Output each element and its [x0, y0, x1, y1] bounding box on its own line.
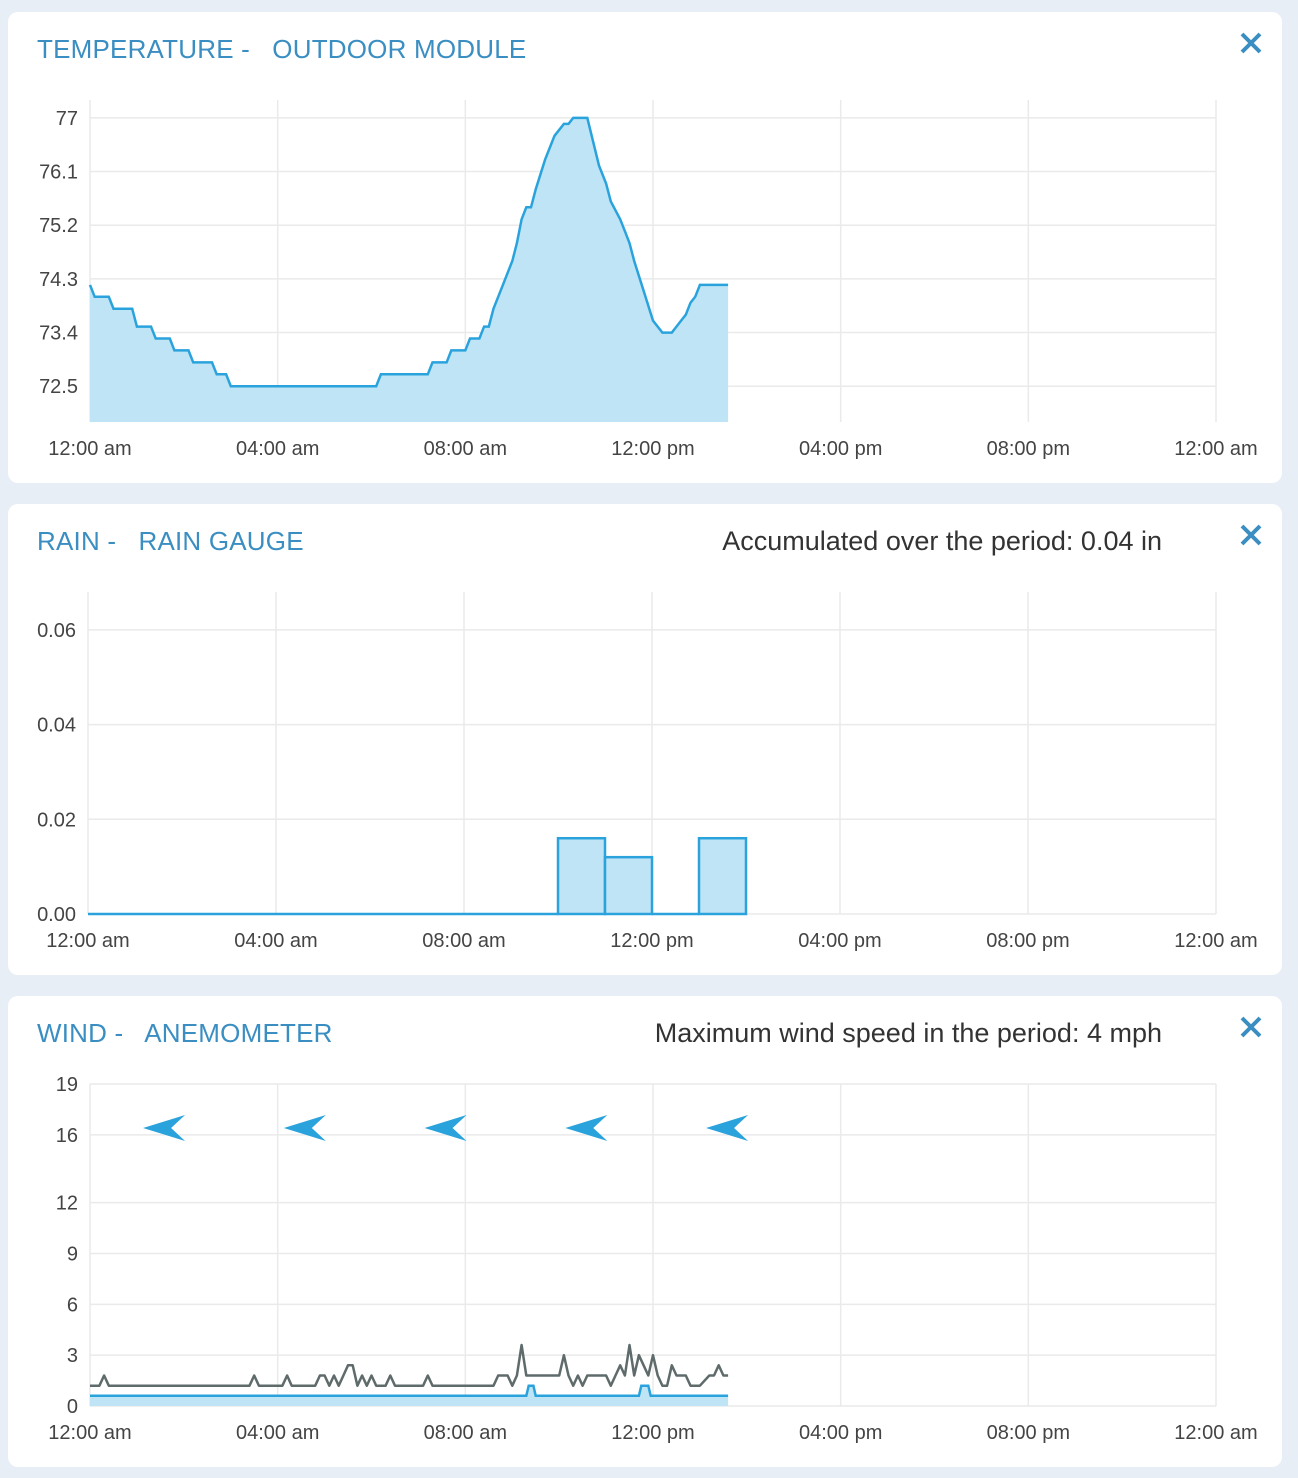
temperature-area [90, 117, 729, 423]
x-tick-label: 12:00 am [1174, 1422, 1257, 1444]
y-tick-label: 75.2 [39, 215, 78, 237]
y-tick-label: 19 [56, 1074, 78, 1096]
x-tick-label: 12:00 am [1174, 930, 1257, 952]
x-tick-label: 08:00 pm [986, 930, 1069, 952]
wind-strength-line [90, 1384, 729, 1398]
close-icon[interactable] [1238, 30, 1264, 56]
wind-summary: Maximum wind speed in the period: 4 mph [654, 1018, 1162, 1048]
x-tick-label: 04:00 am [236, 1422, 319, 1444]
wind-direction-arrow-icon [283, 1115, 326, 1141]
y-tick-label: 0.06 [37, 620, 76, 642]
y-tick-label: 73.4 [39, 323, 78, 345]
panel-title-module: RAIN GAUGE [138, 526, 304, 556]
y-tick-label: 77 [56, 108, 78, 130]
panel-title-module: ANEMOMETER [144, 1018, 333, 1048]
rain-bar [697, 836, 748, 916]
temperature-line [88, 116, 729, 388]
panel-title-kind: WIND - [37, 1018, 124, 1048]
x-tick-label: 12:00 am [1174, 438, 1257, 460]
y-tick-label: 0.00 [37, 904, 76, 926]
y-tick-label: 0.02 [37, 809, 76, 831]
x-tick-label: 12:00 am [48, 1422, 131, 1444]
wind-panel: WIND - ANEMOMETER Maximum wind speed in … [8, 996, 1282, 1467]
panel-title: RAIN - RAIN GAUGE [37, 526, 304, 557]
rain-summary: Accumulated over the period: 0.04 in [722, 526, 1162, 556]
x-tick-label: 08:00 pm [987, 438, 1070, 460]
rain-chart: 12:00 am 04:00 am 08:00 am 12:00 pm 04:00 pm… [37, 592, 1258, 952]
y-tick-label: 3 [67, 1345, 78, 1367]
panel-title-kind: TEMPERATURE - [37, 34, 251, 64]
wind-direction-arrow-icon [143, 1115, 186, 1141]
temperature-chart: 12:00 am 04:00 am 08:00 am 12:00 pm 04:00 pm… [39, 100, 1258, 460]
x-tick-label: 04:00 pm [798, 930, 881, 952]
panel-title: WIND - ANEMOMETER [37, 1018, 333, 1049]
x-tick-label: 12:00 am [46, 930, 129, 952]
y-tick-label: 0 [67, 1396, 78, 1418]
x-tick-label: 08:00 am [424, 438, 507, 460]
gust-strength-line [90, 1343, 729, 1387]
panel-title-kind: RAIN - [37, 526, 117, 556]
x-tick-label: 04:00 pm [799, 438, 882, 460]
y-tick-label: 74.3 [39, 269, 78, 291]
panel-title-module: OUTDOOR MODULE [272, 34, 527, 64]
temperature-panel: TEMPERATURE - OUTDOOR MODULE 12:00 am 04:… [8, 12, 1282, 483]
y-tick-label: 16 [56, 1125, 78, 1147]
y-tick-label: 72.5 [39, 376, 78, 398]
rain-bar [603, 855, 654, 916]
rain-panel: RAIN - RAIN GAUGE Accumulated over the p… [8, 504, 1282, 975]
close-icon[interactable] [1238, 522, 1264, 548]
x-tick-label: 08:00 am [424, 1422, 507, 1444]
x-tick-label: 12:00 pm [611, 1422, 694, 1444]
wind-chart: 12:00 am 04:00 am 08:00 am 12:00 pm 04:00 pm… [48, 1074, 1257, 1444]
y-tick-label: 12 [56, 1193, 78, 1215]
y-tick-label: 76.1 [39, 162, 78, 184]
rain-bar [556, 836, 607, 916]
wind-direction-arrow-icon [424, 1115, 467, 1141]
close-icon[interactable] [1238, 1014, 1264, 1040]
x-tick-label: 04:00 am [236, 438, 319, 460]
x-tick-label: 12:00 pm [610, 930, 693, 952]
wind-direction-arrow-icon [706, 1115, 749, 1141]
x-tick-label: 08:00 am [422, 930, 505, 952]
panel-title: TEMPERATURE - OUTDOOR MODULE [37, 34, 526, 65]
x-tick-label: 12:00 pm [611, 438, 694, 460]
x-tick-label: 08:00 pm [987, 1422, 1070, 1444]
x-tick-label: 04:00 am [234, 930, 317, 952]
y-tick-label: 6 [67, 1294, 78, 1316]
wind-direction-arrow-icon [565, 1115, 608, 1141]
y-tick-label: 9 [67, 1243, 78, 1265]
y-tick-label: 0.04 [37, 715, 76, 737]
x-tick-label: 04:00 pm [799, 1422, 882, 1444]
x-tick-label: 12:00 am [48, 438, 131, 460]
